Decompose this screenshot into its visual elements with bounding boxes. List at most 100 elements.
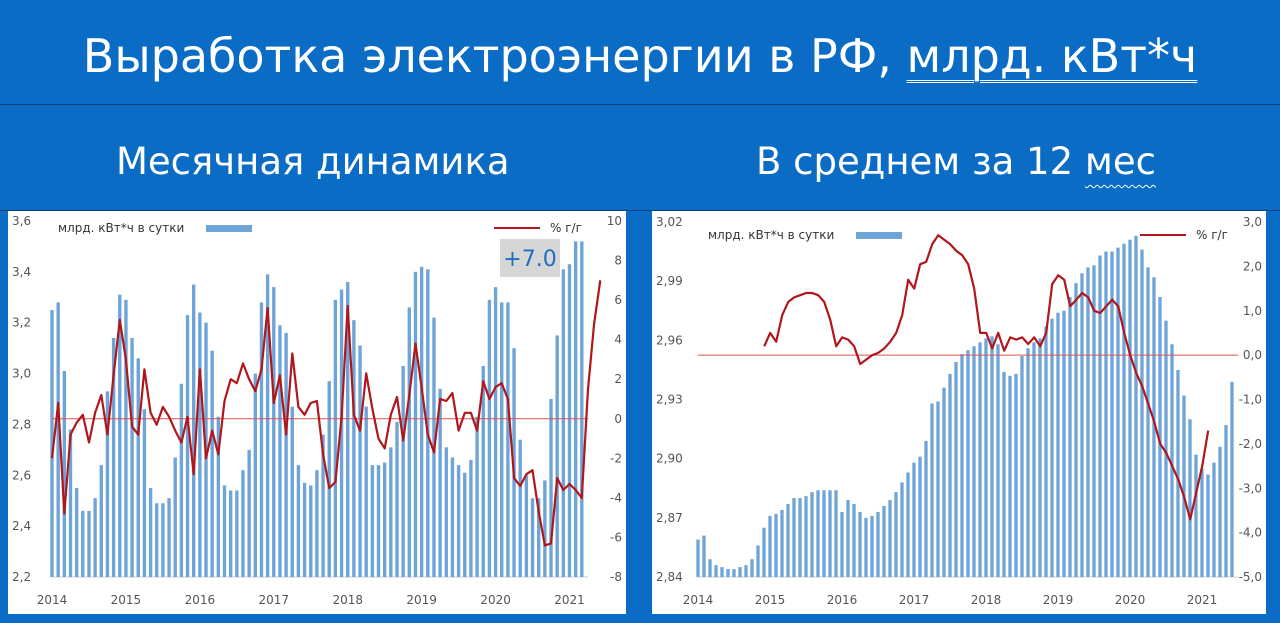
y-left-tick-label: 3,2 — [12, 316, 31, 330]
bar — [549, 399, 553, 577]
bar — [148, 488, 153, 577]
bar — [1080, 273, 1084, 577]
bar — [1200, 468, 1204, 577]
bar — [376, 465, 381, 577]
bar — [1140, 249, 1144, 577]
bar — [130, 337, 134, 577]
y-right-tick-label: 6 — [614, 293, 622, 307]
x-tick-label: 2015 — [755, 593, 786, 607]
bar — [407, 307, 412, 577]
bar — [822, 490, 826, 577]
bar — [1110, 251, 1114, 578]
y-right-tick-label: 3,0 — [1243, 215, 1262, 229]
bar — [111, 337, 116, 577]
bar — [580, 241, 584, 577]
avg12-chart: 2,84 2,87 2,90 2,93 2,96 2,99 3,02 -5,0 -4,0 -3,0… — [656, 215, 1262, 607]
bar — [524, 475, 529, 577]
bar — [1032, 342, 1036, 577]
y-right-tick-label: -4,0 — [1239, 526, 1262, 540]
bar — [1158, 296, 1162, 577]
bar — [720, 567, 724, 577]
x-tick-label: 2020 — [480, 593, 511, 607]
bar — [105, 391, 110, 577]
bar — [321, 434, 325, 577]
bar — [1020, 356, 1024, 577]
bar — [1008, 375, 1012, 577]
bar — [1026, 348, 1030, 577]
bar — [774, 513, 778, 577]
bar — [93, 498, 97, 577]
bar-legend-swatch — [856, 232, 902, 239]
y-right-tick-label: -8 — [610, 570, 622, 584]
bar — [469, 460, 473, 577]
bar — [1146, 267, 1150, 577]
y-right-tick-label: -4 — [610, 491, 622, 505]
bar — [846, 500, 850, 577]
bar — [936, 401, 940, 577]
bar — [247, 449, 251, 577]
yoy-line — [50, 280, 602, 547]
y-left-tick-label: 2,4 — [12, 519, 31, 533]
bar — [352, 320, 356, 577]
y-right-tick-label: -5,0 — [1239, 570, 1262, 584]
bar — [930, 403, 934, 577]
bar — [259, 302, 264, 577]
bar — [798, 498, 802, 577]
bar — [561, 269, 566, 577]
bar — [161, 503, 165, 577]
bar — [487, 299, 492, 577]
x-tick-label: 2019 — [406, 593, 437, 607]
y-right-tick-label: 10 — [607, 214, 622, 228]
y-right-tick-label: 8 — [614, 254, 622, 268]
y-left-tick-label: 3,0 — [12, 367, 31, 381]
y-left-tick-label: 2,8 — [12, 417, 31, 431]
bar — [438, 388, 442, 577]
title-separator — [0, 104, 1280, 105]
bar — [253, 373, 257, 577]
bar — [978, 342, 982, 577]
bar — [888, 500, 892, 577]
bar — [840, 511, 844, 577]
x-tick-label: 2016 — [185, 593, 216, 607]
bar — [358, 345, 362, 577]
bar — [1224, 425, 1228, 577]
bar — [389, 447, 393, 577]
bar — [1134, 235, 1138, 578]
bar — [696, 539, 700, 577]
monthly-chart: 2,2 2,4 2,6 2,8 3,0 3,2 3,4 3,6 -8 -6 -4 -2 0 2 4 6 8 10 2… — [12, 214, 622, 607]
bar — [500, 302, 504, 577]
bar — [241, 470, 245, 577]
y-right-tick-label: 2 — [614, 372, 622, 386]
bar — [555, 335, 559, 577]
bar — [816, 490, 820, 577]
subtitle-12m-word: мес — [1084, 140, 1156, 183]
bar — [1218, 446, 1222, 577]
bar — [265, 274, 270, 577]
bar — [567, 264, 572, 577]
subtitle-separator — [0, 210, 1280, 211]
bar — [1050, 318, 1054, 577]
bar — [192, 284, 196, 577]
monthly-chart-panel: 2,2 2,4 2,6 2,8 3,0 3,2 3,4 3,6 -8 -6 -4 -2 0 2 4 6 8 10 2… — [8, 211, 626, 614]
bar — [68, 429, 73, 577]
bar — [173, 457, 177, 577]
x-tick-label: 2021 — [554, 593, 585, 607]
bar — [1098, 255, 1102, 577]
bar — [864, 517, 868, 577]
y-left-tick-label: 3,02 — [656, 215, 683, 229]
bar — [1116, 247, 1120, 577]
bar — [984, 338, 988, 577]
bar — [413, 271, 418, 577]
bar — [124, 299, 128, 577]
bar — [450, 457, 455, 577]
bar — [1128, 239, 1132, 577]
y-right-tick-label: 2,0 — [1243, 259, 1262, 273]
bar — [333, 299, 338, 577]
bar — [1206, 474, 1210, 577]
bar — [756, 545, 760, 577]
bar — [1086, 267, 1090, 577]
x-tick-label: 2016 — [827, 593, 858, 607]
bar — [235, 490, 239, 577]
bar — [456, 465, 461, 577]
y-right-tick-label: 4 — [614, 333, 622, 347]
